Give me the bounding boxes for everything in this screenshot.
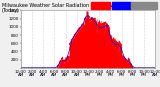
Text: Milwaukee Weather Solar Radiation & Day Average per Minute (Today): Milwaukee Weather Solar Radiation & Day … <box>2 3 155 13</box>
